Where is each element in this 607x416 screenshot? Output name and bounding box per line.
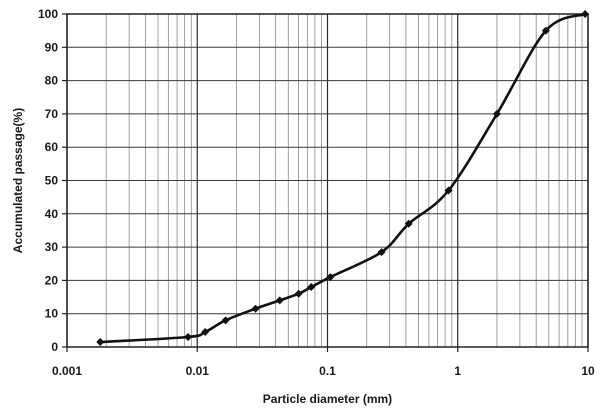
y-tick-label: 40 bbox=[45, 207, 59, 221]
y-tick-label: 100 bbox=[38, 7, 58, 21]
y-tick-label: 60 bbox=[45, 140, 59, 154]
y-tick-label: 20 bbox=[45, 273, 59, 287]
y-tick-label: 70 bbox=[45, 107, 59, 121]
series-line bbox=[98, 12, 587, 344]
data-point-marker bbox=[307, 283, 316, 292]
y-tick-label: 90 bbox=[45, 40, 59, 54]
data-point-marker bbox=[326, 273, 335, 282]
grid-layer bbox=[66, 13, 589, 348]
y-tick-label: 0 bbox=[51, 340, 58, 354]
y-tick-label: 80 bbox=[45, 74, 59, 88]
data-point-marker bbox=[444, 186, 453, 195]
x-tick-label: 0.001 bbox=[52, 364, 82, 378]
y-tick-label: 50 bbox=[45, 174, 59, 188]
tick-layer: 0 10 20 30 40 50 60 70 80 90 100 0.001 0.01 0.1 1 10 bbox=[38, 7, 595, 378]
x-axis-title: Particle diameter (mm) bbox=[263, 392, 392, 406]
series-layer bbox=[96, 10, 590, 347]
data-point-marker bbox=[294, 289, 303, 298]
x-tick-label: 1 bbox=[454, 364, 461, 378]
data-point-marker bbox=[184, 333, 193, 342]
data-point-marker bbox=[275, 296, 284, 305]
data-point-marker bbox=[251, 304, 260, 313]
data-point-marker bbox=[96, 338, 105, 347]
data-point-marker bbox=[221, 316, 230, 325]
x-tick-label: 0.01 bbox=[186, 364, 210, 378]
data-point-marker bbox=[201, 328, 210, 337]
x-tick-label: 0.1 bbox=[319, 364, 336, 378]
y-tick-label: 10 bbox=[45, 307, 59, 321]
y-tick-label: 30 bbox=[45, 240, 59, 254]
data-point-marker bbox=[581, 10, 590, 18]
data-point-marker bbox=[404, 219, 413, 228]
data-point-marker bbox=[541, 26, 550, 35]
y-axis-title: Accumulated passage(%) bbox=[11, 108, 25, 253]
x-tick-label: 10 bbox=[581, 364, 595, 378]
data-point-marker bbox=[492, 109, 501, 118]
data-point-marker bbox=[377, 248, 386, 257]
